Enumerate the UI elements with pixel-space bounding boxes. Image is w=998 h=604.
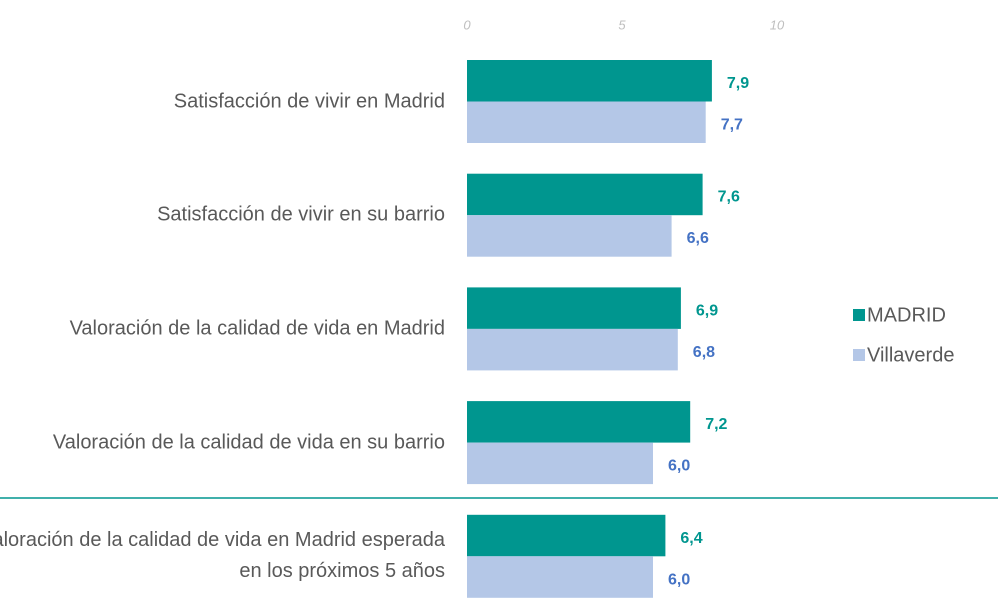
legend-label: MADRID (867, 304, 946, 326)
value-label: 6,4 (680, 530, 702, 547)
bar (467, 514, 666, 557)
x-tick-label: 5 (618, 17, 626, 32)
bar (467, 328, 678, 371)
bar (467, 287, 681, 329)
category-label: Valoración de la calidad de vida en su b… (52, 431, 445, 454)
value-label: 6,8 (693, 344, 715, 361)
category-label: Satisfacción de vivir en Madrid (173, 90, 445, 112)
legend-swatch (853, 349, 865, 361)
bar (467, 556, 653, 598)
bar (467, 173, 703, 216)
x-tick-label: 10 (770, 17, 785, 32)
bar (467, 60, 712, 102)
legend-label: Villaverde (867, 344, 954, 366)
value-label: 7,9 (727, 75, 749, 92)
bar (467, 101, 706, 143)
value-label: 7,6 (718, 189, 740, 206)
bar (467, 401, 691, 443)
category-label: Valoración de la calidad de vida en Madr… (69, 317, 445, 340)
category-label: Valoración de la calidad de vida en Madr… (0, 529, 445, 583)
value-label: 6,0 (668, 458, 690, 475)
category-label: Satisfacción de vivir en su barrio (157, 203, 445, 226)
value-label: 6,0 (668, 571, 690, 588)
value-label: 6,6 (687, 230, 709, 247)
value-label: 7,2 (705, 416, 727, 433)
x-tick-label: 0 (463, 17, 471, 32)
value-label: 6,9 (696, 302, 718, 319)
value-label: 7,7 (721, 116, 743, 133)
bar (467, 442, 653, 485)
legend-swatch (853, 309, 865, 321)
bar (467, 215, 672, 257)
